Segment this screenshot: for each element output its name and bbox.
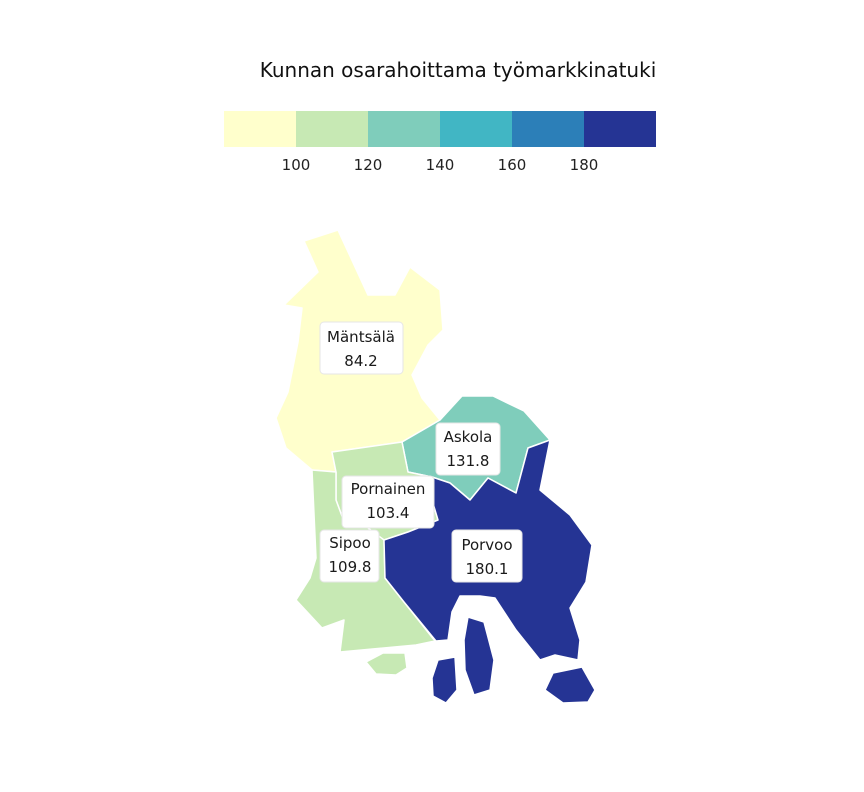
label-box xyxy=(319,321,404,375)
label-mantsala: Mäntsälä 84.2 xyxy=(319,321,404,375)
label-sipoo: Sipoo 109.8 xyxy=(319,529,380,583)
region-labels: Mäntsälä 84.2 Askola 131.8 Pornainen 103… xyxy=(319,321,523,583)
legend-swatch-3 xyxy=(440,111,513,147)
label-box xyxy=(319,529,380,583)
region-porvoo-island[interactable] xyxy=(463,616,495,696)
legend-tick-120: 120 xyxy=(354,156,383,174)
label-value: 103.4 xyxy=(367,504,410,522)
label-name: Pornainen xyxy=(351,480,426,498)
legend-swatch-4 xyxy=(512,111,585,147)
region-porvoo-island[interactable] xyxy=(544,666,596,704)
legend-swatch-5 xyxy=(584,111,656,147)
legend-swatch-0 xyxy=(224,111,297,147)
legend-swatch-2 xyxy=(368,111,441,147)
legend-swatch-1 xyxy=(296,111,369,147)
region-sipoo-island[interactable] xyxy=(365,652,408,676)
map-title: Kunnan osarahoittama työmarkkinatuki xyxy=(260,58,657,82)
label-value: 131.8 xyxy=(447,452,490,470)
label-name: Porvoo xyxy=(461,536,512,554)
label-value: 84.2 xyxy=(344,352,377,370)
label-box xyxy=(435,422,501,476)
label-box xyxy=(451,529,523,583)
label-porvoo: Porvoo 180.1 xyxy=(451,529,523,583)
legend-tick-180: 180 xyxy=(570,156,599,174)
label-askola: Askola 131.8 xyxy=(435,422,501,476)
label-name: Askola xyxy=(444,428,493,446)
label-pornainen: Pornainen 103.4 xyxy=(341,475,435,529)
legend-tick-140: 140 xyxy=(426,156,455,174)
label-value: 180.1 xyxy=(466,560,509,578)
legend: 100 120 140 160 180 xyxy=(224,111,656,174)
label-value: 109.8 xyxy=(329,558,372,576)
legend-tick-160: 160 xyxy=(498,156,527,174)
label-name: Sipoo xyxy=(329,534,371,552)
legend-tick-100: 100 xyxy=(282,156,311,174)
label-box xyxy=(341,475,435,529)
region-porvoo-island[interactable] xyxy=(431,656,458,704)
label-name: Mäntsälä xyxy=(327,328,395,346)
